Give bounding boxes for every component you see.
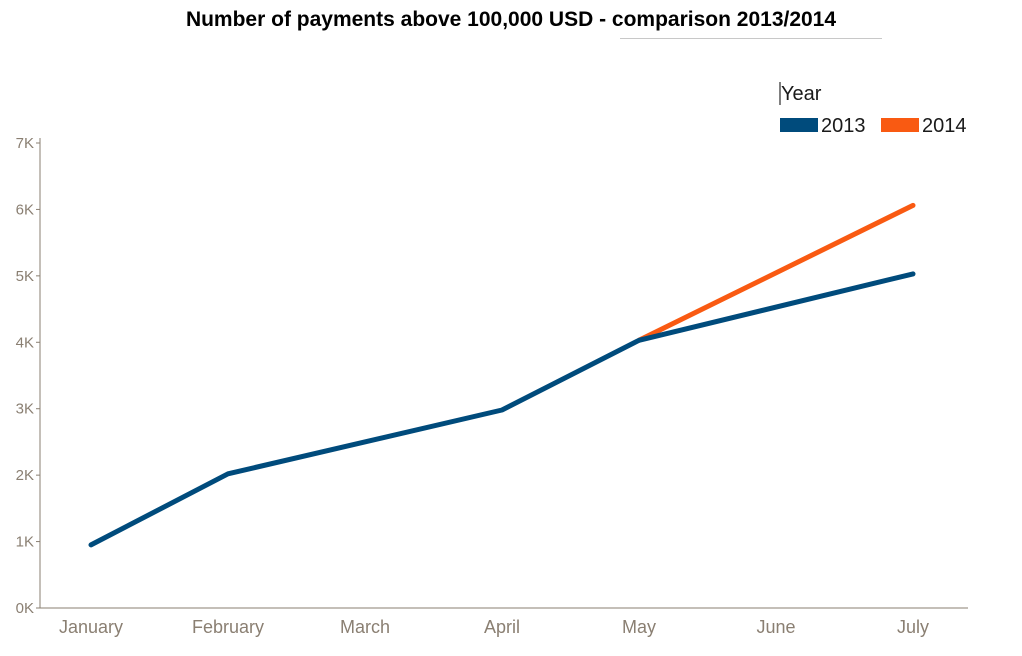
x-axis: January February March April May June July — [40, 607, 968, 637]
x-tick-label: February — [192, 617, 264, 637]
legend-title: Year — [781, 83, 822, 105]
y-tick-label: 7K — [16, 135, 34, 152]
chart-title: Number of payments above 100,000 USD - c… — [185, 8, 837, 31]
legend-label-2013[interactable]: 2013 — [821, 115, 866, 137]
y-tick-label: 1K — [16, 534, 34, 551]
legend: Year 2013 2014 — [779, 82, 967, 137]
y-tick-label: 4K — [16, 334, 34, 351]
y-tick-label: 3K — [16, 401, 34, 418]
legend-label-2014[interactable]: 2014 — [922, 115, 967, 137]
title-underline — [620, 38, 882, 39]
y-tick-label: 0K — [16, 600, 34, 617]
series-layer — [88, 202, 916, 548]
x-tick-label: April — [484, 617, 520, 637]
x-tick-label: March — [340, 617, 390, 637]
legend-swatch-2013[interactable] — [780, 118, 818, 132]
y-tick-label: 6K — [16, 201, 34, 218]
x-tick-label: June — [756, 617, 795, 637]
x-tick-label: July — [897, 617, 929, 637]
x-tick-label: January — [59, 617, 123, 637]
series-line-2013 — [88, 271, 916, 548]
legend-swatch-2014[interactable] — [881, 118, 919, 132]
y-tick-label: 5K — [16, 268, 34, 285]
x-tick-label: May — [622, 617, 656, 637]
y-tick-label: 2K — [16, 467, 34, 484]
y-axis: 0K 1K 2K 3K 4K 5K 6K 7K — [16, 135, 41, 617]
series-line-2014 — [636, 202, 916, 343]
